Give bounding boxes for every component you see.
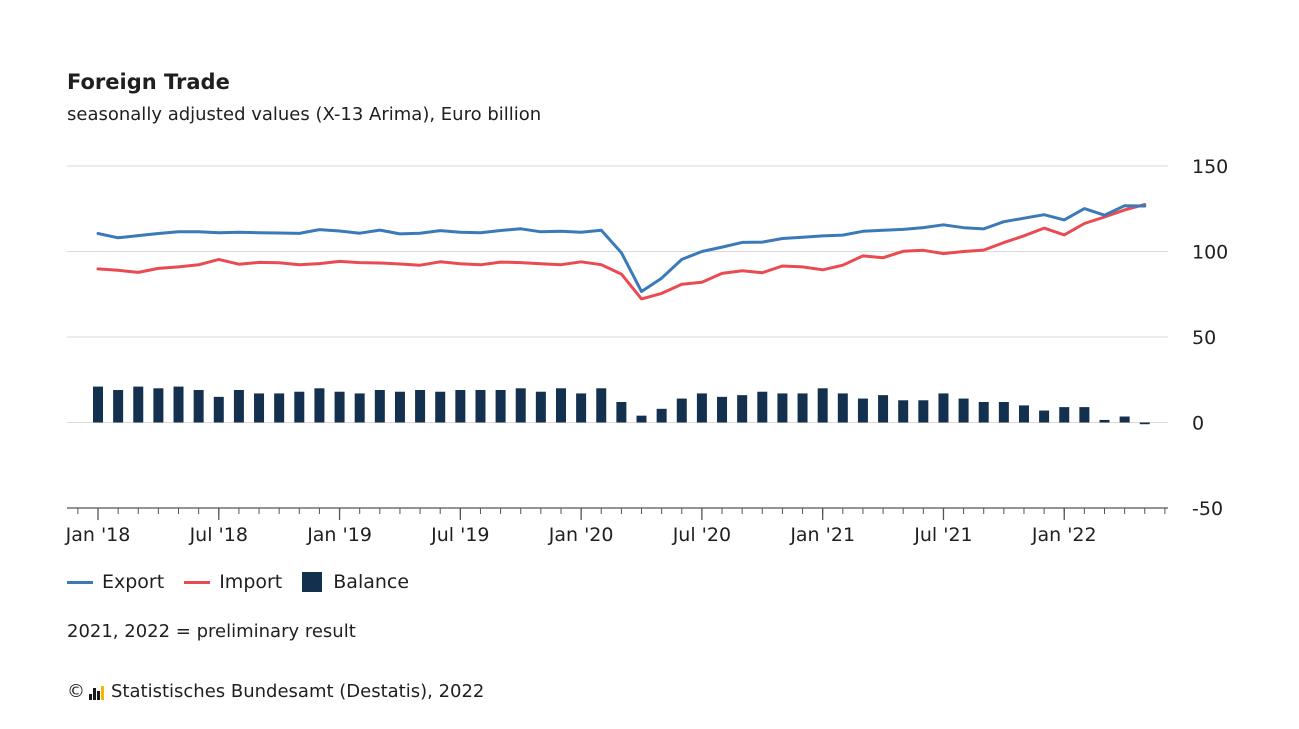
balance-bar [636,415,647,423]
balance-bar [254,393,265,423]
balance-bar [113,390,124,423]
legend-label-export: Export [102,571,165,593]
balance-bar [857,398,868,423]
balance-bar [696,393,707,423]
balance-bar [475,390,486,423]
y-tick-label: 150 [1192,156,1228,178]
import-line [96,203,1147,301]
balance-bar [1079,407,1090,423]
legend-label-balance: Balance [333,571,410,593]
balance-bar [274,393,285,423]
balance-bar [93,386,103,423]
x-tick-label: Jan '21 [789,524,855,546]
balance-bar [334,391,345,423]
legend-swatch-export [67,580,93,584]
balance-bar [817,388,828,423]
x-tick-label: Jul '19 [430,524,489,546]
balance-bar [757,391,768,423]
balance-bar [354,393,365,423]
balance-bar [394,391,405,423]
y-tick-label: 0 [1192,413,1204,435]
x-tick-label: Jan '22 [1031,524,1097,546]
chart-title: Foreign Trade [67,70,230,94]
balance-bar [173,386,184,423]
balance-bar [777,393,788,423]
x-tick-label: Jul '18 [189,524,248,546]
balance-bar [374,390,385,423]
balance-bar [535,391,546,423]
balance-bar [1139,422,1150,425]
balance-bar [193,390,204,423]
balance-bar [878,395,889,423]
source-text: Statistisches Bundesamt (Destatis), 2022 [111,681,485,702]
legend-swatch-balance [302,572,323,592]
balance-bar [596,388,607,423]
balance-bar [737,395,748,423]
balance-bar [676,398,687,423]
legend-item-balance[interactable]: Balance [302,571,409,593]
legend-swatch-import [184,580,211,584]
x-tick-label: Jan '19 [306,524,372,546]
chart-legend: Export Import Balance [67,571,429,593]
balance-bar [213,396,224,423]
balance-bar [435,391,446,423]
balance-bar [1059,407,1070,423]
legend-item-export[interactable]: Export [67,571,164,593]
y-tick-label: -50 [1192,498,1223,520]
balance-bar [314,388,325,423]
preliminary-note: 2021, 2022 = preliminary result [67,621,356,642]
balance-bar [958,398,969,423]
y-tick-label: 50 [1192,327,1216,349]
balance-bar [153,388,164,423]
balance-bar [837,393,848,423]
balance-bar [294,391,305,423]
balance-bar [978,401,989,423]
x-tick-label: Jan '18 [65,524,131,546]
balance-bar [797,393,808,423]
balance-bar [1018,405,1029,423]
balance-bar [415,390,426,423]
balance-bar [998,401,1009,423]
balance-bar [455,390,466,423]
balance-bar [656,408,667,423]
export-line [96,204,1147,293]
x-tick-label: Jan '20 [548,524,614,546]
balance-bar [133,386,144,423]
legend-item-import[interactable]: Import [184,571,282,593]
balance-bar [233,390,244,423]
balance-bar [555,388,566,423]
source-line: © Statistisches Bundesamt (Destatis), 20… [67,681,484,702]
destatis-logo-icon [89,684,105,700]
balance-bar [1099,419,1110,423]
balance-bar [1119,416,1130,423]
balance-bar [898,400,909,423]
legend-label-import: Import [219,571,283,593]
balance-bar [515,388,526,423]
y-tick-label: 100 [1192,242,1228,264]
balance-bar [616,401,627,423]
balance-bar [938,393,949,423]
balance-bar [576,393,587,423]
balance-bar [918,400,929,423]
chart-subtitle: seasonally adjusted values (X-13 Arima),… [67,104,542,125]
x-tick-label: Jul '21 [913,524,972,546]
copyright-symbol: © [67,681,85,702]
balance-bar [495,390,506,423]
balance-bar [717,396,728,423]
balance-bar [1039,410,1050,423]
x-tick-label: Jul '20 [672,524,731,546]
